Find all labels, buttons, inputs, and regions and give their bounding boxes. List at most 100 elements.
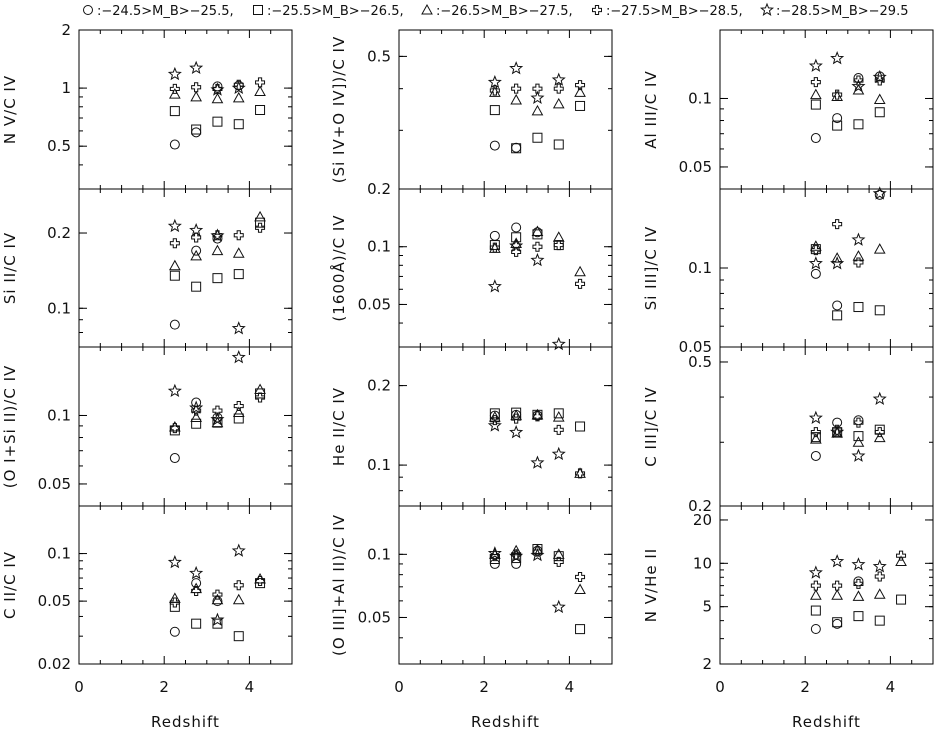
panel-frame: [78, 505, 293, 665]
x-axis-label: Redshift: [151, 713, 220, 730]
circle-marker: [191, 127, 202, 138]
circle-marker: [191, 578, 202, 589]
star-marker: [487, 418, 502, 432]
triangle-marker: [421, 3, 433, 15]
cross-marker: [575, 468, 586, 479]
square-marker: [191, 418, 202, 429]
cross-marker: [553, 240, 564, 251]
square-marker: [191, 281, 202, 292]
square-marker: [553, 408, 564, 419]
square-marker: [489, 105, 500, 116]
square-marker: [212, 618, 223, 629]
square-marker: [874, 424, 885, 435]
triangle-marker: [211, 244, 224, 256]
cross-marker: [810, 77, 821, 88]
panel-frame: [78, 346, 293, 507]
circle-marker: [169, 626, 180, 637]
triangle-marker: [873, 243, 886, 254]
panel: 0.05 0.1 Si III]/C IV: [642, 186, 934, 356]
legend-label: :−24.5>M_B>−25.5,: [97, 4, 234, 19]
legend-label: :−26.5>M_B>−27.5,: [436, 4, 573, 19]
square-marker: [832, 120, 843, 131]
triangle-marker: [489, 242, 501, 253]
panel-frame: [398, 188, 613, 348]
cross-marker: [896, 550, 907, 561]
star-marker: [530, 252, 545, 267]
circle-marker: [191, 397, 202, 408]
legend-label: :−27.5>M_B>−28.5,: [606, 4, 743, 19]
circle-marker: [212, 233, 223, 244]
cross-marker: [212, 405, 223, 416]
cross-marker: [255, 222, 266, 233]
square-marker: [553, 551, 564, 562]
triangle-marker: [873, 93, 886, 104]
cross-marker: [511, 549, 522, 560]
star-marker: [167, 554, 182, 569]
x-tick-label: 4: [565, 678, 575, 696]
triangle-marker: [574, 467, 586, 478]
panel: 0.5 1 2 N V/C IV: [1, 21, 293, 190]
y-axis-label: Si II/C IV: [1, 232, 19, 304]
circle-marker: [83, 5, 93, 15]
x-tick-label: 2: [159, 678, 169, 696]
star-marker: [189, 400, 204, 414]
star-marker: [189, 222, 204, 237]
star-marker: [231, 321, 246, 335]
star-marker: [231, 543, 246, 557]
cross-marker: [810, 245, 821, 256]
triangle-marker: [852, 83, 865, 95]
circle-marker: [511, 409, 522, 420]
circle-marker: [832, 300, 843, 311]
y-tick-label: 0.05: [38, 592, 71, 610]
star-marker: [189, 565, 204, 580]
x-tick-label: 2: [800, 678, 810, 696]
triangle-marker: [510, 93, 522, 105]
triangle-marker: [211, 92, 224, 104]
panel-frame: [719, 188, 934, 348]
cross-marker: [832, 89, 843, 100]
square-marker: [832, 617, 843, 628]
cross-marker: [575, 278, 586, 289]
star-marker: [808, 58, 823, 72]
square-marker: [874, 305, 885, 316]
y-tick-label: 0.2: [367, 180, 391, 198]
panel: 0.1 0.2 He II/C IV: [330, 346, 613, 507]
square-marker: [896, 594, 907, 605]
square-marker: [575, 421, 586, 432]
y-tick-label: 0.05: [679, 338, 712, 356]
star-marker: [210, 82, 225, 96]
cross-marker: [592, 5, 602, 15]
star-marker: [189, 60, 204, 75]
star-marker: [210, 412, 225, 426]
square-marker: [553, 240, 564, 251]
panel-frame: [719, 29, 934, 190]
y-tick-label: 20: [693, 511, 712, 529]
panel: 0.05 0.1 (1600Å)/C IV: [329, 188, 613, 351]
square-marker: [255, 217, 266, 228]
square-marker: [489, 408, 500, 419]
panel-frame: [719, 346, 934, 507]
cross-marker: [532, 241, 543, 252]
cross-marker: [212, 589, 223, 600]
star-marker: [509, 425, 524, 439]
square-marker: [553, 139, 564, 150]
cross-marker: [169, 597, 180, 608]
circle-marker: [489, 230, 500, 241]
panel: 0.1 0.2 Si II/C IV: [1, 188, 293, 348]
square-marker: [532, 132, 543, 143]
square-marker: [511, 143, 522, 154]
cross-marker: [532, 411, 543, 422]
cross-marker: [191, 232, 202, 243]
circle-marker: [511, 222, 522, 233]
triangle-marker: [169, 88, 181, 99]
square-marker: [511, 407, 522, 418]
cross-marker: [191, 405, 202, 416]
cross-marker: [511, 413, 522, 424]
square-marker: [233, 119, 244, 130]
cross-marker: [553, 424, 564, 435]
panel: 0.02 0.05 0.1 C II/C IV: [1, 505, 293, 673]
cross-marker: [810, 580, 821, 591]
square-marker: [832, 310, 843, 321]
star-marker: [210, 612, 225, 626]
